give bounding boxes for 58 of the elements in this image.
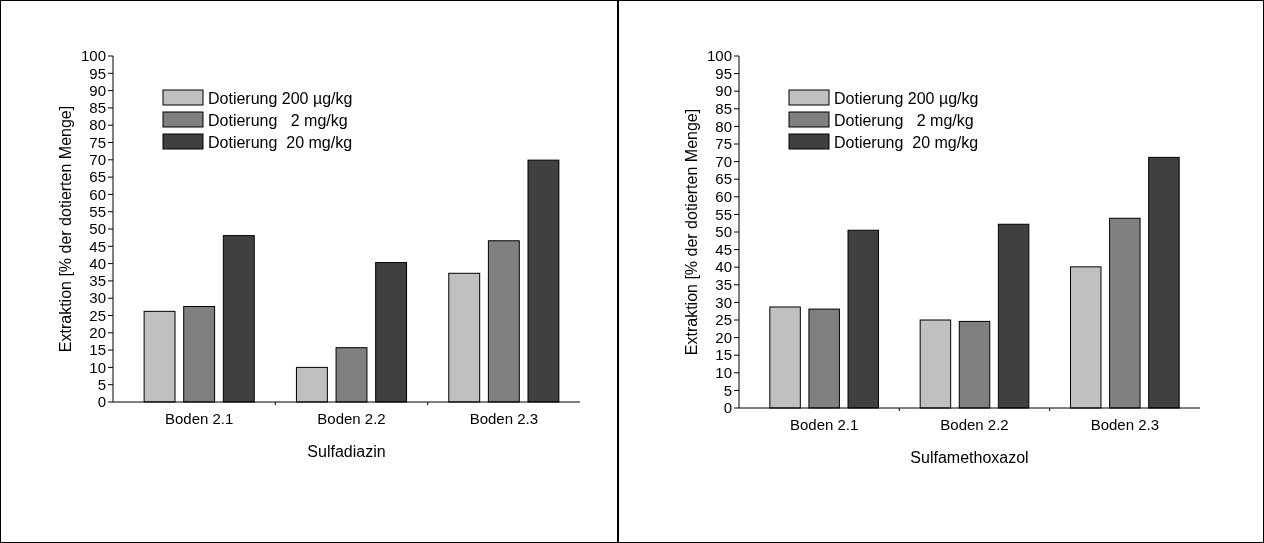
y-tick-label: 30 bbox=[715, 293, 732, 311]
y-tick-label: 20 bbox=[89, 324, 106, 342]
y-axis-title: Extraktion [% der dotierten Menge] bbox=[683, 108, 700, 356]
legend-label: Dotierung 200 µg/kg bbox=[208, 89, 353, 107]
y-axis-title: Extraktion [% der dotierten Menge] bbox=[57, 105, 74, 353]
legend-label: Dotierung 200 µg/kg bbox=[834, 89, 979, 107]
y-tick-label: 15 bbox=[715, 346, 732, 364]
y-tick-label: 15 bbox=[89, 341, 106, 359]
y-tick-label: 85 bbox=[89, 99, 106, 117]
y-tick-label: 50 bbox=[89, 220, 106, 238]
x-tick-label: Boden 2.1 bbox=[164, 410, 234, 427]
x-tick-label: Boden 2.2 bbox=[940, 416, 1009, 433]
legend-label: Dotierung 20 mg/kg bbox=[208, 133, 353, 151]
y-tick-label: 40 bbox=[715, 258, 732, 276]
y-tick-label: 90 bbox=[89, 81, 106, 99]
y-tick-label: 0 bbox=[723, 399, 732, 417]
y-tick-label: 30 bbox=[89, 289, 106, 307]
x-tick-label: Boden 2.3 bbox=[1090, 416, 1160, 433]
y-tick-label: 20 bbox=[715, 328, 732, 346]
y-tick-label: 45 bbox=[89, 237, 106, 255]
y-tick-label: 5 bbox=[723, 381, 732, 399]
y-tick-label: 35 bbox=[715, 276, 732, 294]
y-tick-label: 85 bbox=[715, 100, 732, 118]
y-tick-label: 60 bbox=[715, 188, 732, 206]
y-tick-label: 75 bbox=[89, 133, 106, 151]
y-tick-label: 70 bbox=[715, 152, 732, 170]
y-tick-label: 0 bbox=[97, 393, 106, 411]
y-tick-label: 10 bbox=[89, 358, 106, 376]
y-tick-label: 10 bbox=[715, 364, 732, 382]
y-tick-label: 95 bbox=[715, 64, 732, 82]
y-tick-label: 75 bbox=[715, 135, 732, 153]
y-tick-label: 100 bbox=[80, 47, 106, 65]
y-tick-label: 80 bbox=[89, 116, 106, 134]
y-tick-label: 50 bbox=[715, 223, 732, 241]
x-tick-label: Boden 2.3 bbox=[469, 410, 539, 427]
y-tick-label: 70 bbox=[89, 151, 106, 169]
x-axis-title: Sulfamethoxazol bbox=[910, 449, 1029, 466]
y-tick-label: 65 bbox=[715, 170, 732, 188]
x-tick-label: Boden 2.2 bbox=[317, 410, 386, 427]
legend-label: Dotierung 20 mg/kg bbox=[834, 133, 979, 151]
y-tick-label: 55 bbox=[715, 205, 732, 223]
y-tick-label: 90 bbox=[715, 82, 732, 100]
y-tick-label: 55 bbox=[89, 202, 106, 220]
y-tick-label: 80 bbox=[715, 117, 732, 135]
legend-label: Dotierung 2 mg/kg bbox=[208, 111, 348, 129]
y-tick-label: 100 bbox=[706, 47, 732, 65]
y-tick-label: 95 bbox=[89, 64, 106, 82]
x-axis-title: Sulfadiazin bbox=[307, 443, 386, 460]
y-tick-label: 40 bbox=[89, 254, 106, 272]
y-tick-label: 25 bbox=[89, 306, 106, 324]
y-tick-label: 60 bbox=[89, 185, 106, 203]
y-tick-label: 45 bbox=[715, 240, 732, 258]
y-tick-label: 5 bbox=[97, 375, 106, 393]
x-tick-label: Boden 2.1 bbox=[789, 416, 859, 433]
y-tick-label: 65 bbox=[89, 168, 106, 186]
y-tick-label: 25 bbox=[715, 311, 732, 329]
y-tick-label: 35 bbox=[89, 272, 106, 290]
legend-label: Dotierung 2 mg/kg bbox=[834, 111, 974, 129]
